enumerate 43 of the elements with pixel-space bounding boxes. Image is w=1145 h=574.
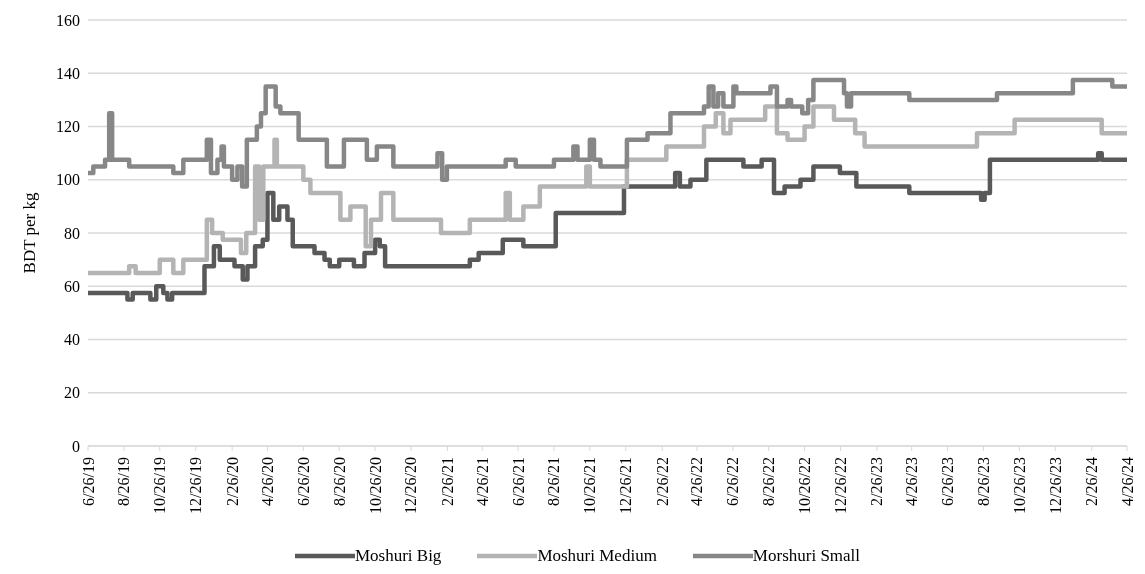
x-tick-label: 8/26/19: [115, 457, 133, 506]
x-tick-label: 12/26/20: [402, 457, 420, 514]
x-tick-label: 6/26/19: [79, 457, 97, 506]
x-tick-label: 8/26/20: [330, 457, 348, 506]
y-tick-label: 160: [56, 11, 80, 29]
x-tick-label: 10/26/21: [581, 457, 599, 514]
x-tick-label: 2/26/20: [223, 457, 241, 506]
x-tick-label: 12/26/19: [187, 457, 205, 514]
x-tick-label: 4/26/22: [688, 457, 706, 506]
x-tick-label: 10/26/19: [151, 457, 169, 514]
x-tick-label: 10/26/20: [366, 457, 384, 514]
y-axis-title: BDT per kg: [20, 192, 40, 274]
x-tick-label: 6/26/20: [294, 457, 312, 506]
x-tick-label: 8/26/23: [974, 457, 992, 506]
x-tick-label: 12/26/22: [831, 457, 849, 514]
x-tick-label: 10/26/23: [1010, 457, 1028, 514]
x-tick-label: 2/26/22: [653, 457, 671, 506]
y-tick-label: 120: [56, 118, 80, 136]
y-tick-label: 60: [64, 277, 80, 295]
x-tick-label: 8/26/21: [545, 457, 563, 506]
x-tick-label: 6/26/23: [939, 457, 957, 506]
legend-label: Moshuri Big: [354, 546, 442, 566]
x-tick-label: 2/26/24: [1083, 457, 1101, 506]
x-tick-label: 10/26/22: [796, 457, 814, 514]
x-tick-label: 6/26/22: [724, 457, 742, 506]
legend-label: Moshuri Medium: [537, 546, 657, 566]
legend-label: Morshuri Small: [752, 546, 861, 566]
x-tick-label: 12/26/21: [617, 457, 635, 514]
y-tick-label: 0: [72, 437, 80, 455]
x-tick-label: 2/26/21: [438, 457, 456, 506]
y-tick-label: 20: [64, 384, 80, 402]
x-tick-label: 4/26/23: [903, 457, 921, 506]
x-tick-label: 6/26/21: [509, 457, 527, 506]
x-tick-label: 4/26/21: [473, 457, 491, 506]
x-tick-label: 4/26/20: [258, 457, 276, 506]
x-tick-label: 2/26/23: [868, 457, 886, 506]
x-tick-label: 12/26/23: [1046, 457, 1064, 514]
y-tick-label: 100: [56, 171, 80, 189]
x-tick-label: 8/26/22: [760, 457, 778, 506]
y-tick-label: 40: [64, 331, 80, 349]
x-tick-label: 4/26/24: [1118, 457, 1136, 506]
y-tick-label: 80: [64, 224, 80, 242]
y-tick-label: 140: [56, 64, 80, 82]
